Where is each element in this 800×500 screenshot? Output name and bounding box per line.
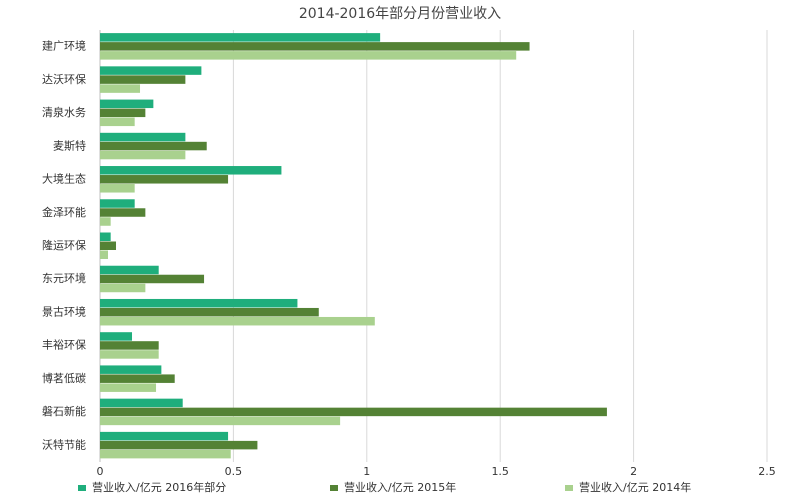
bar (100, 383, 157, 392)
y-tick-label: 大境生态 (42, 172, 86, 186)
bar (100, 283, 146, 293)
bar (100, 365, 162, 374)
bar (100, 350, 159, 359)
bar (100, 42, 530, 51)
y-tick-label: 沃特节能 (42, 437, 86, 451)
bar (100, 66, 202, 75)
bar (100, 166, 282, 175)
legend-label: 营业收入/亿元 2015年 (344, 480, 456, 494)
bar (100, 332, 133, 341)
bar (100, 250, 109, 259)
y-tick-label: 金泽环能 (42, 205, 86, 219)
bar (100, 175, 229, 184)
bar (100, 407, 607, 417)
bar (100, 33, 381, 42)
bar (100, 341, 159, 350)
bar (100, 416, 341, 426)
bar (100, 99, 154, 109)
x-tick-label: 1 (363, 465, 370, 478)
x-tick-label: 1.5 (491, 465, 509, 478)
bar (100, 208, 146, 217)
y-tick-label: 景古环境 (42, 304, 86, 318)
bar (100, 440, 258, 450)
bar (100, 431, 229, 441)
bar (100, 84, 141, 93)
bar (100, 398, 183, 408)
legend-swatch (565, 485, 573, 491)
y-tick-label: 达沃环保 (42, 72, 86, 86)
bar (100, 141, 207, 151)
bar (100, 265, 159, 275)
chart-title: 2014-2016年部分月份营业收入 (299, 6, 501, 22)
bar (100, 108, 146, 118)
bar (100, 150, 186, 160)
bar (100, 51, 517, 60)
bar (100, 117, 135, 127)
legend-label: 营业收入/亿元 2016年部分 (92, 480, 226, 494)
legend-label: 营业收入/亿元 2014年 (579, 480, 691, 494)
x-tick-label: 0.5 (225, 465, 243, 478)
bar (100, 274, 205, 284)
bar (100, 307, 319, 317)
y-tick-label: 丰裕环保 (42, 338, 86, 352)
y-tick-label: 磐石新能 (42, 404, 86, 418)
y-tick-label: 隆运环保 (42, 238, 86, 252)
bar (100, 132, 186, 142)
bar (100, 241, 117, 250)
x-tick-label: 2 (630, 465, 637, 478)
x-tick-label: 2.5 (758, 465, 776, 478)
bar (100, 75, 186, 84)
bar (100, 449, 231, 459)
bar (100, 316, 375, 326)
x-tick-label: 0 (97, 465, 104, 478)
legend-swatch (330, 485, 338, 491)
bar (100, 199, 135, 208)
y-tick-label: 建广环境 (42, 39, 86, 53)
bar (100, 217, 111, 226)
bar (100, 298, 298, 308)
bar (100, 232, 111, 241)
bar (100, 184, 135, 193)
legend-swatch (78, 485, 86, 491)
y-tick-label: 东元环境 (42, 271, 86, 285)
bar (100, 374, 175, 383)
y-tick-label: 麦斯特 (53, 138, 86, 152)
y-tick-label: 博茗低碳 (42, 371, 86, 385)
y-tick-label: 清泉水务 (42, 105, 86, 119)
